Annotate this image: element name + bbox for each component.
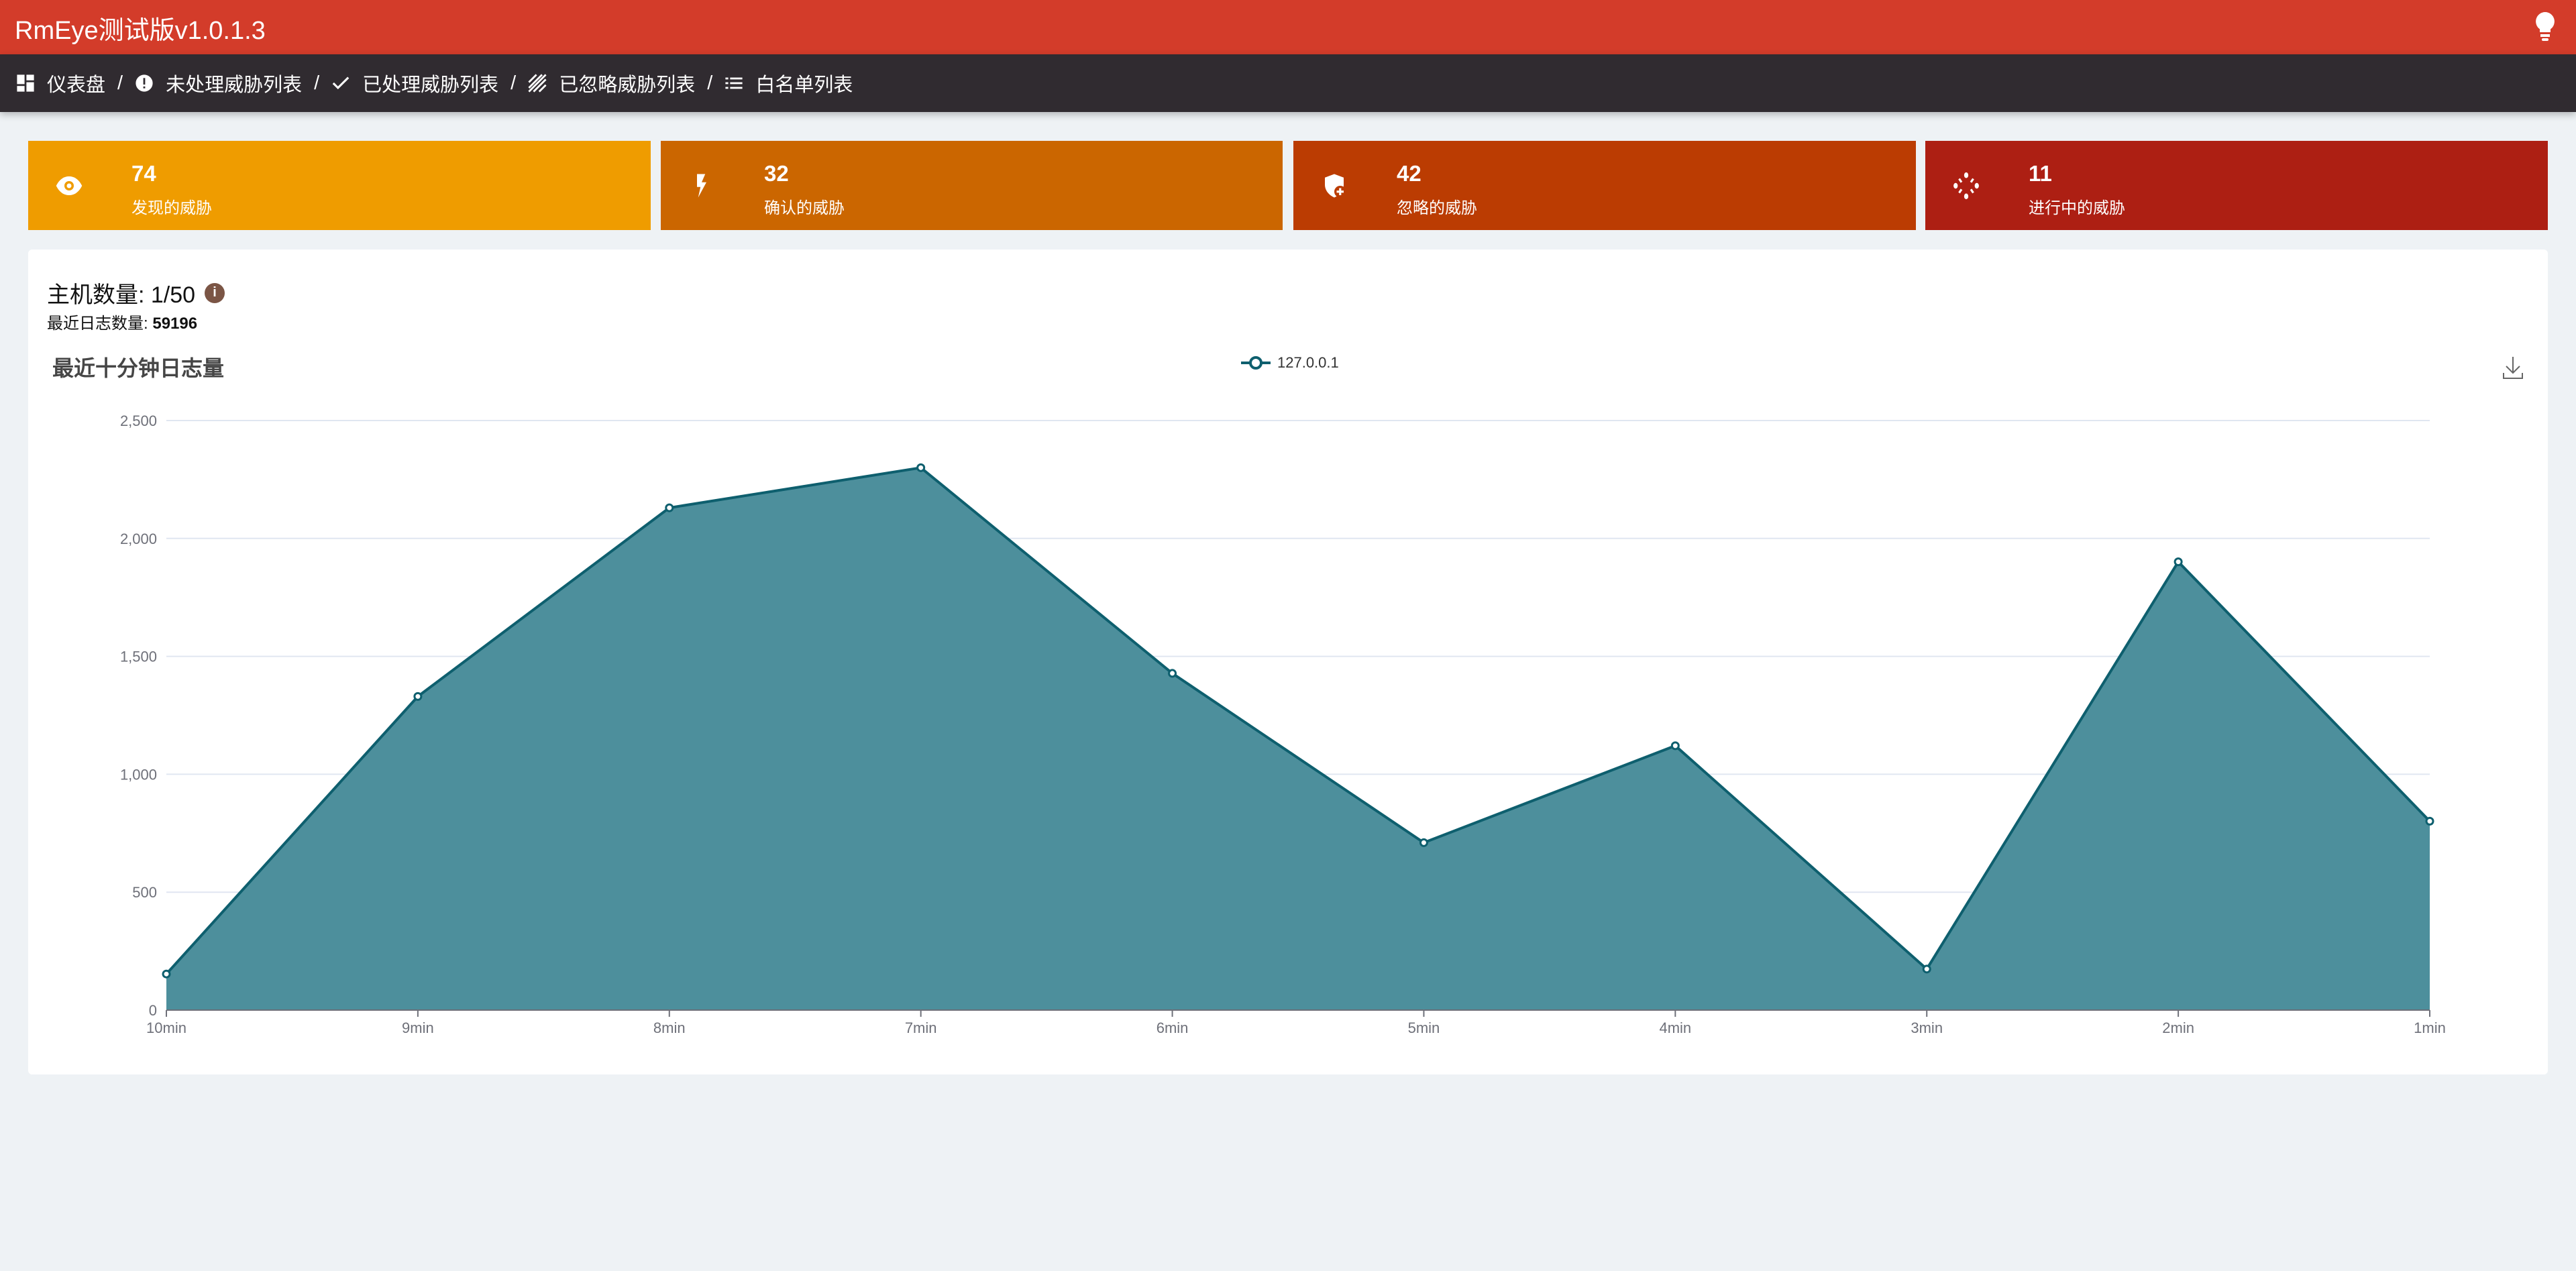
- y-tick-label: 2,500: [120, 412, 157, 429]
- card-in-progress-threats[interactable]: 11 进行中的威胁: [1925, 141, 2548, 230]
- x-tick-label: 3min: [1911, 1019, 1943, 1036]
- bolt-icon: [697, 174, 706, 198]
- host-count: 主机数量: 1/50 i: [47, 276, 225, 309]
- x-tick-label: 4min: [1659, 1019, 1691, 1036]
- card-value: 32: [764, 161, 789, 186]
- nav-separator: /: [511, 72, 517, 94]
- card-ignored-threats[interactable]: 42 忽略的威胁: [1293, 141, 1916, 230]
- card-value: 74: [131, 161, 156, 186]
- nav-ignored-threats[interactable]: 已忽略威胁列表: [528, 69, 695, 97]
- dashboard-icon: [17, 74, 34, 92]
- data-point: [162, 969, 171, 979]
- nav-label: 白名单列表: [755, 74, 853, 96]
- x-tick-label: 1min: [2414, 1019, 2446, 1036]
- log-count-value: 59196: [152, 315, 198, 333]
- shield-plus-icon: [1325, 174, 1346, 198]
- nav-label: 仪表盘: [47, 74, 106, 96]
- y-tick-label: 2,000: [120, 531, 157, 547]
- card-found-threats[interactable]: 74 发现的威胁: [28, 141, 651, 230]
- nav-handled-threats[interactable]: 已处理威胁列表: [331, 69, 498, 97]
- data-point: [1670, 741, 1680, 751]
- x-tick-label: 2min: [2162, 1019, 2194, 1036]
- data-point: [1168, 669, 1177, 678]
- data-point: [1922, 964, 1931, 974]
- breadcrumb-nav: 仪表盘 / 未处理威胁列表 / 已处理威胁列表 / 已忽略威胁列表 / 白名单列…: [0, 54, 2576, 112]
- check-icon: [332, 76, 350, 90]
- series-area: [166, 467, 2430, 1010]
- alert-circle-icon: [136, 74, 153, 92]
- hatch-icon: [528, 74, 547, 93]
- recent-log-count: 最近日志数量: 59196: [47, 310, 197, 333]
- lightbulb-icon[interactable]: [2532, 11, 2559, 43]
- legend-line-marker-icon: [1241, 356, 1271, 370]
- legend-label: 127.0.0.1: [1277, 354, 1339, 371]
- app-title: RmEye测试版v1.0.1.3: [15, 17, 266, 45]
- nav-dashboard[interactable]: 仪表盘: [16, 69, 105, 97]
- nav-separator: /: [117, 72, 123, 94]
- info-icon[interactable]: i: [205, 282, 225, 303]
- eye-icon: [56, 176, 83, 195]
- card-value: 42: [1397, 161, 1421, 186]
- nav-label: 未处理威胁列表: [166, 74, 303, 96]
- data-point: [665, 503, 674, 512]
- x-tick-label: 5min: [1408, 1019, 1440, 1036]
- log-count-label: 最近日志数量:: [47, 315, 148, 333]
- nav-unhandled-threats[interactable]: 未处理威胁列表: [135, 69, 302, 97]
- data-point: [413, 692, 423, 701]
- card-label: 进行中的威胁: [2029, 199, 2125, 217]
- y-tick-label: 0: [149, 1002, 157, 1019]
- x-tick-label: 6min: [1157, 1019, 1189, 1036]
- chart-legend-item[interactable]: 127.0.0.1: [1241, 354, 1339, 372]
- nav-label: 已忽略威胁列表: [559, 74, 696, 96]
- y-tick-label: 500: [132, 884, 157, 901]
- card-value: 11: [2029, 161, 2052, 186]
- data-point: [2174, 557, 2183, 567]
- card-label: 发现的威胁: [131, 199, 212, 217]
- spinner-icon: [1953, 172, 1979, 199]
- card-label: 确认的威胁: [764, 199, 845, 217]
- download-icon[interactable]: [2502, 357, 2524, 380]
- list-icon: [725, 77, 743, 89]
- nav-separator: /: [314, 72, 320, 94]
- y-tick-label: 1,500: [120, 649, 157, 665]
- x-tick-label: 10min: [146, 1019, 186, 1036]
- chart-title: 最近十分钟日志量: [52, 356, 225, 380]
- nav-separator: /: [707, 72, 713, 94]
- y-tick-label: 1,000: [120, 766, 157, 783]
- top-bar: RmEye测试版v1.0.1.3: [0, 0, 2576, 54]
- x-tick-label: 8min: [653, 1019, 686, 1036]
- card-confirmed-threats[interactable]: 32 确认的威胁: [661, 141, 1283, 230]
- series-line: [165, 466, 2431, 975]
- nav-whitelist[interactable]: 白名单列表: [724, 69, 853, 97]
- data-point: [916, 463, 926, 472]
- nav-label: 已处理威胁列表: [362, 74, 499, 96]
- card-label: 忽略的威胁: [1397, 199, 1477, 217]
- log-volume-chart: 0 500 1,000 1,500 2,000 2,500 10min 9min 8min 7mi…: [120, 412, 2446, 1036]
- data-point: [2425, 816, 2434, 826]
- x-tick-label: 7min: [905, 1019, 937, 1036]
- x-tick-label: 9min: [402, 1019, 434, 1036]
- log-panel: 主机数量: 1/50 i 最近日志数量: 59196 最近十分钟日志量 127.…: [28, 250, 2548, 1074]
- data-point: [1419, 838, 1428, 847]
- host-count-label: 主机数量: 1/50: [47, 282, 196, 308]
